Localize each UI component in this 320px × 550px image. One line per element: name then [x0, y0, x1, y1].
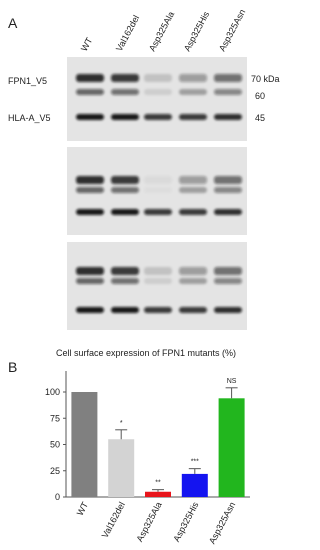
band [144, 187, 172, 193]
figure: A B FPN1_V5 HLA-A_V5 70 kDa 60 45 Cell s… [8, 8, 280, 546]
band [179, 187, 207, 193]
band [111, 307, 139, 313]
band [179, 209, 207, 215]
band [144, 176, 172, 184]
band [179, 267, 207, 275]
band [214, 209, 242, 215]
y-tick-label: 100 [45, 387, 60, 397]
band [179, 74, 207, 82]
y-tick-label: 75 [50, 413, 60, 423]
band [144, 267, 172, 275]
band [144, 278, 172, 284]
blots [67, 57, 247, 330]
y-tick-label: 0 [55, 492, 60, 502]
marker-label: 70 kDa [251, 74, 280, 84]
marker-label: 60 [255, 91, 265, 101]
band [76, 114, 104, 120]
x-tick-label: WT [75, 500, 91, 517]
band [111, 209, 139, 215]
significance-label: NS [227, 378, 237, 385]
chart-title: Cell surface expression of FPN1 mutants … [56, 348, 236, 358]
bar [181, 473, 208, 497]
lane-label: Val162del [114, 13, 141, 52]
x-tick-label: Asp325Ala [134, 500, 163, 543]
band [76, 176, 104, 184]
band [76, 187, 104, 193]
band [214, 267, 242, 275]
panel-label: B [8, 359, 17, 375]
band [214, 176, 242, 184]
panel-label: A [8, 15, 18, 31]
significance-label: *** [191, 459, 199, 466]
significance-label: * [120, 420, 123, 427]
chart: 0 25 50 75 100 WT * Val162del ** Asp325Ala *** Asp3… [45, 371, 250, 546]
band [214, 74, 242, 82]
lane-label: Asp325Ala [147, 10, 176, 53]
band [111, 74, 139, 82]
band [76, 74, 104, 82]
y-tick-label: 25 [50, 466, 60, 476]
band [179, 176, 207, 184]
x-tick-label: Val162del [100, 500, 127, 539]
band [179, 307, 207, 313]
blot [67, 242, 247, 330]
lane-label: Asp325Asn [217, 8, 247, 53]
band [144, 74, 172, 82]
band [214, 307, 242, 313]
band [144, 307, 172, 313]
band [111, 176, 139, 184]
lane-label: WT [79, 35, 95, 52]
band [144, 209, 172, 215]
band [179, 89, 207, 95]
band [111, 267, 139, 275]
band [111, 89, 139, 95]
band [214, 89, 242, 95]
band [76, 209, 104, 215]
band [76, 267, 104, 275]
band [214, 114, 242, 120]
marker-label: 45 [255, 113, 265, 123]
bar [108, 439, 135, 497]
x-tick-label: Asp325Asn [207, 500, 237, 545]
band [76, 278, 104, 284]
lane-label: Asp325His [182, 9, 211, 53]
band [111, 114, 139, 120]
bar [145, 491, 171, 497]
band [144, 89, 172, 95]
blot [67, 57, 247, 141]
band [76, 307, 104, 313]
band [179, 278, 207, 284]
band [144, 114, 172, 120]
row-label: FPN1_V5 [8, 76, 47, 86]
significance-label: ** [155, 480, 161, 487]
bar [71, 392, 98, 497]
x-tick-label: Asp325His [171, 500, 200, 544]
bar [218, 398, 245, 497]
band [214, 187, 242, 193]
band [76, 89, 104, 95]
band [111, 187, 139, 193]
band [179, 114, 207, 120]
y-tick-label: 50 [50, 440, 60, 450]
band [111, 278, 139, 284]
band [214, 278, 242, 284]
row-label: HLA-A_V5 [8, 113, 51, 123]
